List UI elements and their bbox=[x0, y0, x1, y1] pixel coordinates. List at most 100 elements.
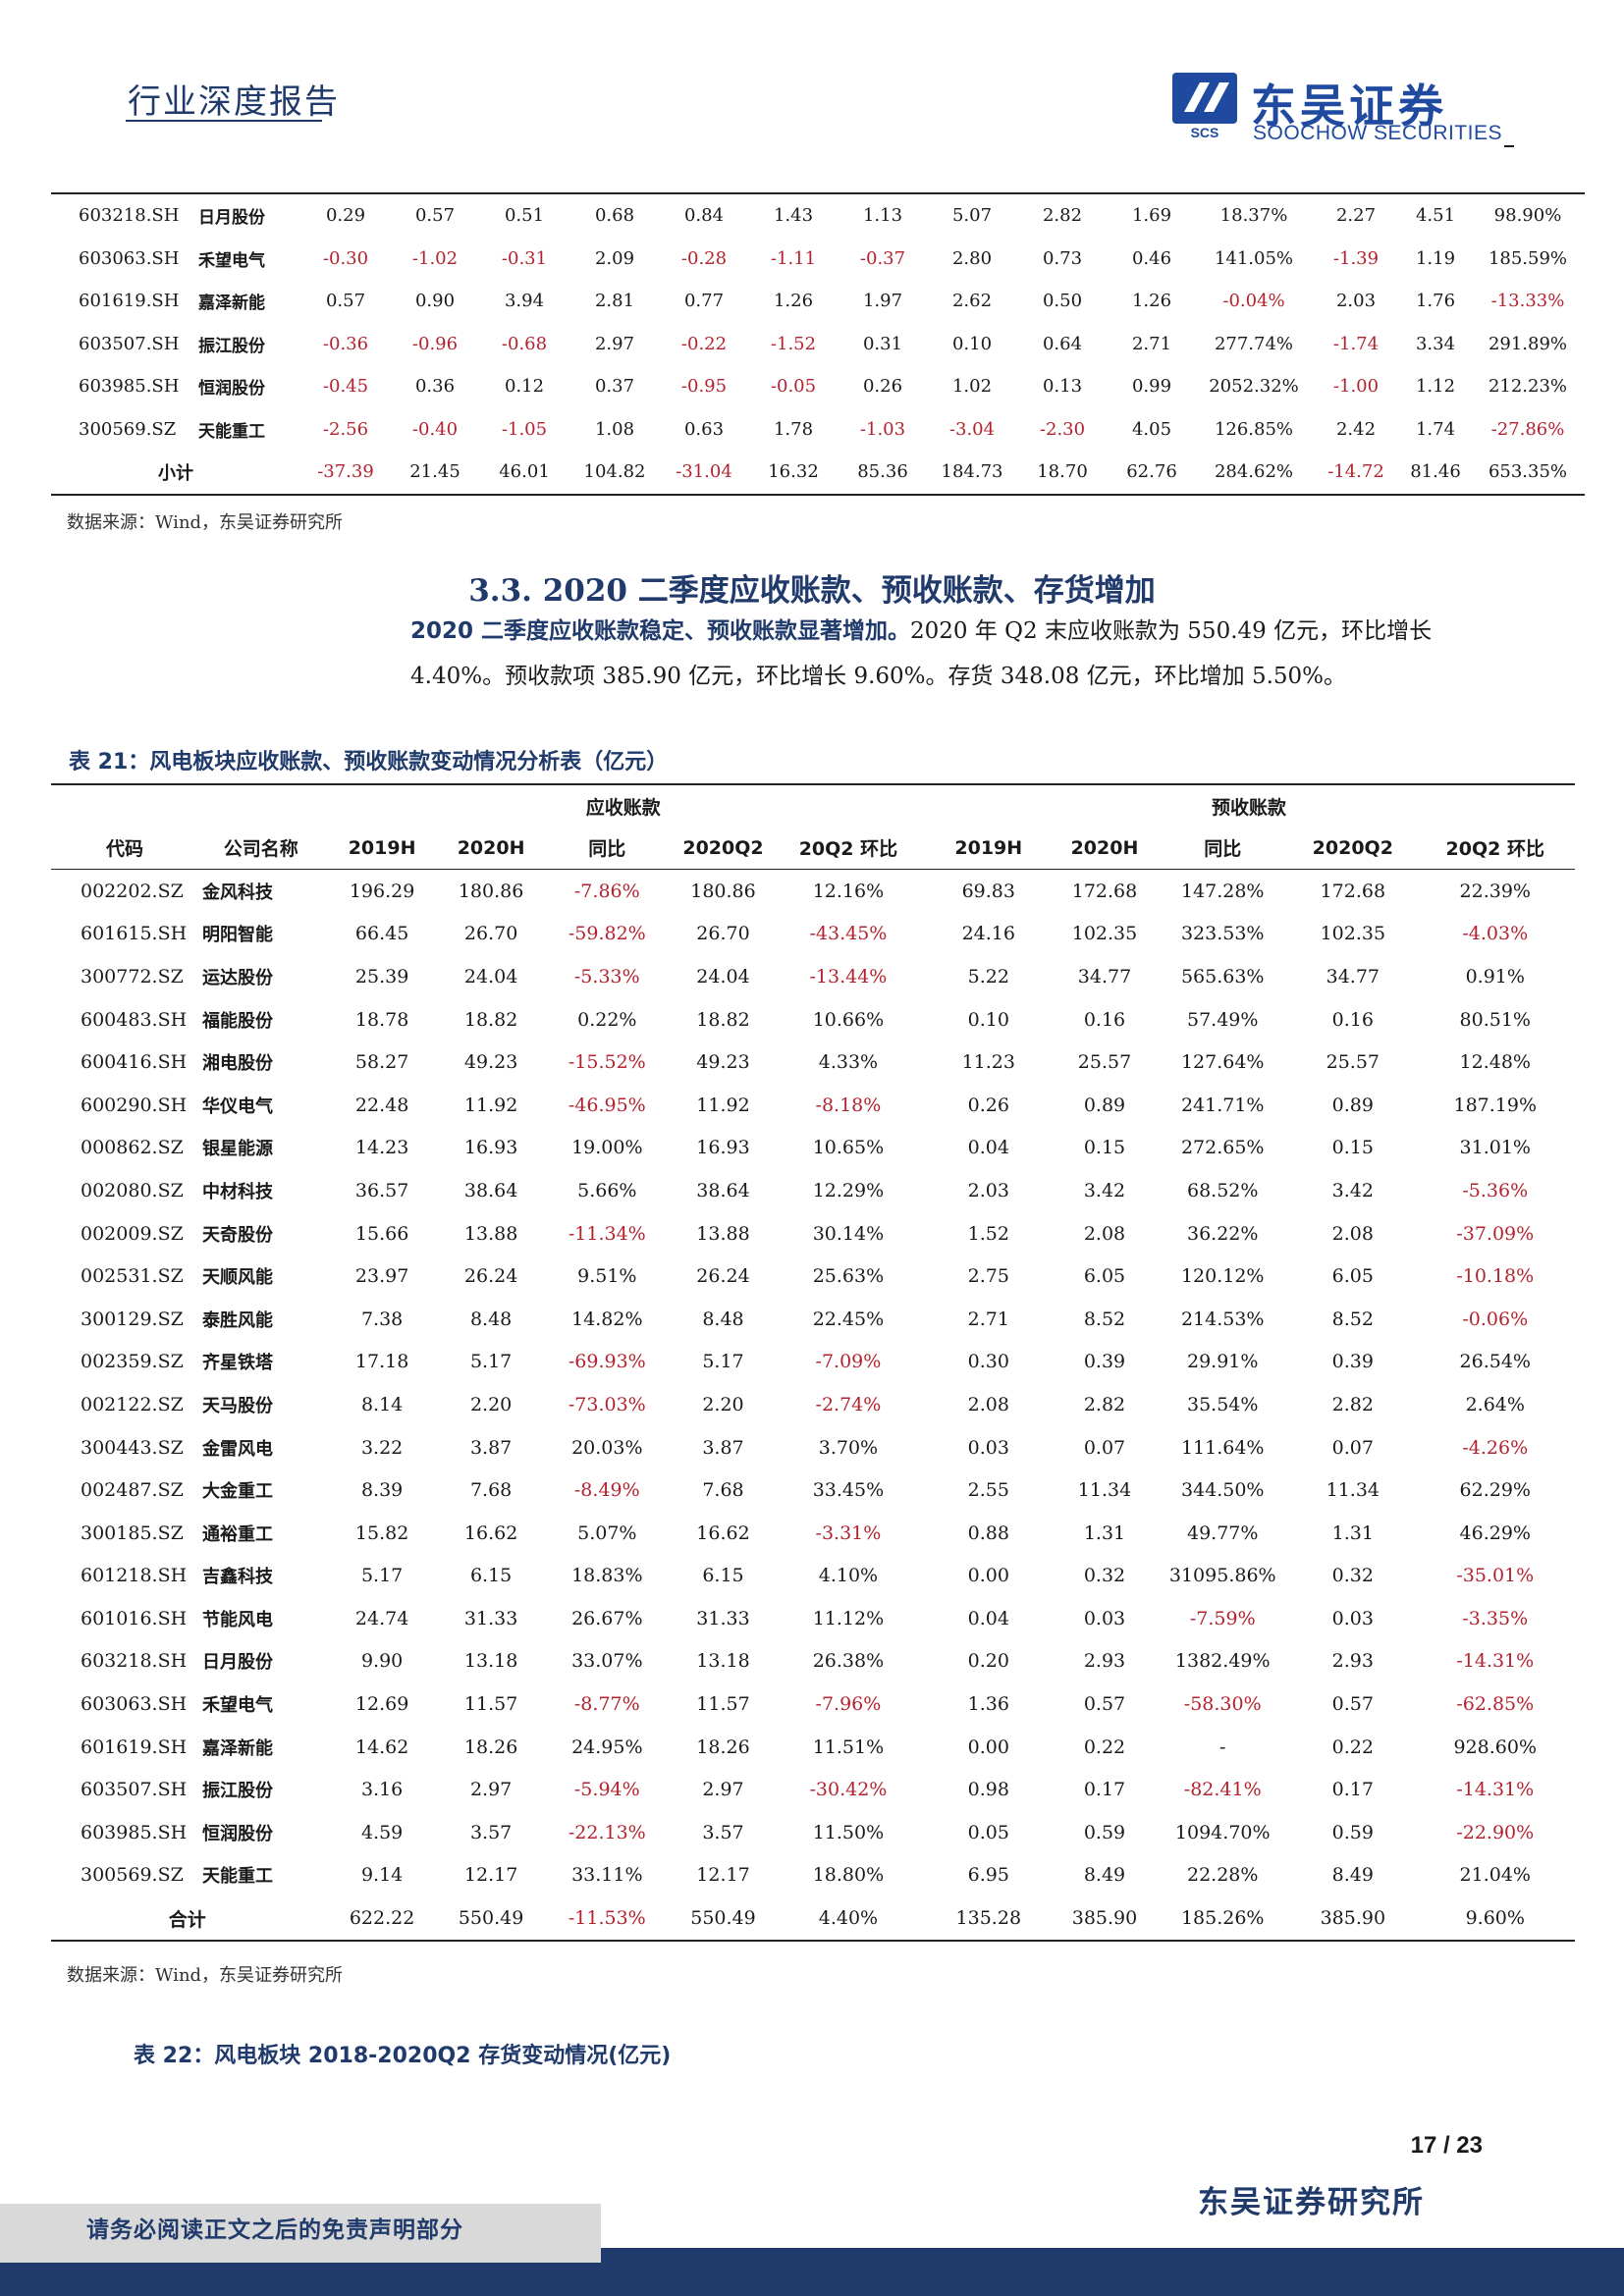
value-cell: 98.90% bbox=[1493, 205, 1562, 227]
table-row: 300569.SZ 天能重工 -2.56 -0.40 -1.05 1.08 0.63 1.78… bbox=[51, 408, 1585, 452]
value-cell: 5.17 bbox=[702, 1351, 744, 1373]
value-cell: 33.45% bbox=[812, 1479, 885, 1502]
value-cell: 8.39 bbox=[360, 1479, 404, 1502]
column-header: 2019H bbox=[922, 827, 1055, 870]
value-cell: 0.89 bbox=[1083, 1094, 1126, 1116]
value-cell: 0.57 bbox=[1331, 1693, 1374, 1716]
table-row: 603985.SH 恒润股份 -0.45 0.36 0.12 0.37 -0.95 -0.05… bbox=[51, 365, 1585, 408]
value-cell: 15.66 bbox=[354, 1222, 409, 1245]
value-cell: 0.39 bbox=[1083, 1351, 1126, 1373]
company-name: 金雷风电 bbox=[202, 1438, 274, 1460]
value-cell: 4.40% bbox=[818, 1907, 879, 1930]
value-cell: 3.34 bbox=[1415, 333, 1456, 354]
value-cell: 0.98 bbox=[967, 1779, 1009, 1801]
value-cell: 38.64 bbox=[696, 1179, 750, 1201]
value-cell: -30.42% bbox=[809, 1779, 888, 1801]
stock-code: 603507.SH bbox=[79, 333, 180, 354]
value-cell: -22.13% bbox=[568, 1821, 646, 1843]
stock-code: 002487.SZ bbox=[81, 1479, 184, 1502]
company-name: 振江股份 bbox=[202, 1781, 274, 1802]
value-cell: 4.59 bbox=[360, 1821, 404, 1843]
value-cell: -0.37 bbox=[859, 247, 906, 269]
company-name: 吉鑫科技 bbox=[202, 1567, 274, 1588]
table-row: 603063.SH 禾望电气 12.69 11.57 -8.77% 11.57 -7.96%… bbox=[51, 1682, 1575, 1726]
value-cell: 8.52 bbox=[1083, 1308, 1126, 1330]
group-spacer bbox=[51, 784, 323, 827]
value-cell: 13.88 bbox=[696, 1222, 750, 1245]
company-name: 天顺风能 bbox=[202, 1267, 274, 1289]
table-row: 002359.SZ 齐星铁塔 17.18 5.17 -69.93% 5.17 -7.09% 0… bbox=[51, 1341, 1575, 1384]
stock-code: 300569.SZ bbox=[81, 1864, 184, 1887]
value-cell: 241.71% bbox=[1180, 1094, 1265, 1116]
value-cell: 2.08 bbox=[1331, 1222, 1374, 1245]
value-cell: 8.49 bbox=[1331, 1864, 1374, 1887]
value-cell: 25.57 bbox=[1326, 1051, 1380, 1074]
value-cell: 14.23 bbox=[354, 1137, 409, 1159]
value-cell: 26.67% bbox=[571, 1607, 643, 1629]
value-cell: -5.33% bbox=[573, 965, 640, 988]
value-cell: 2052.32% bbox=[1209, 376, 1299, 398]
value-cell: -0.40 bbox=[411, 418, 459, 440]
value-cell: -1.03 bbox=[859, 418, 906, 440]
value-cell: 24.95% bbox=[571, 1735, 643, 1758]
value-cell: 0.57 bbox=[325, 291, 366, 312]
value-cell: 2.93 bbox=[1331, 1650, 1374, 1673]
stock-code: 002202.SZ bbox=[81, 880, 184, 902]
company-name: 禾望电气 bbox=[202, 1695, 274, 1717]
value-cell: -0.06% bbox=[1462, 1308, 1529, 1330]
value-cell: -46.95% bbox=[568, 1094, 646, 1116]
company-name: 日月股份 bbox=[198, 208, 265, 229]
value-cell: 3.87 bbox=[469, 1436, 513, 1459]
value-cell: 0.88 bbox=[967, 1522, 1009, 1544]
table-row: 603218.SH 日月股份 9.90 13.18 33.07% 13.18 26.38% 0… bbox=[51, 1640, 1575, 1683]
value-cell: 9.14 bbox=[360, 1864, 404, 1887]
value-cell: -0.36 bbox=[322, 333, 369, 354]
table-row: 002080.SZ 中材科技 36.57 38.64 5.66% 38.64 12.29% 2… bbox=[51, 1169, 1575, 1212]
value-cell: 24.74 bbox=[354, 1607, 409, 1629]
value-cell: 1.97 bbox=[862, 291, 903, 312]
value-cell: 127.64% bbox=[1180, 1051, 1265, 1074]
value-cell: -11.34% bbox=[568, 1222, 646, 1245]
value-cell: 1.52 bbox=[967, 1222, 1009, 1245]
column-header: 2020H bbox=[440, 827, 542, 870]
column-header: 2019H bbox=[323, 827, 441, 870]
value-cell: 11.34 bbox=[1077, 1479, 1132, 1502]
column-header: 代码 bbox=[51, 827, 199, 870]
value-cell: 5.17 bbox=[360, 1565, 404, 1587]
value-cell: -62.85% bbox=[1456, 1693, 1535, 1716]
table-row: 603063.SH 禾望电气 -0.30 -1.02 -0.31 2.09 -0.28 -1.… bbox=[51, 238, 1585, 281]
column-header: 同比 bbox=[1155, 827, 1291, 870]
value-cell: 0.22 bbox=[1083, 1735, 1126, 1758]
value-cell: 2.03 bbox=[967, 1179, 1009, 1201]
value-cell: 5.17 bbox=[469, 1351, 513, 1373]
table-row: 601615.SH 明阳智能 66.45 26.70 -59.82% 26.70 -43.4… bbox=[51, 913, 1575, 956]
stock-code: 601615.SH bbox=[81, 923, 188, 945]
value-cell: -1.39 bbox=[1332, 247, 1380, 269]
value-cell: 25.57 bbox=[1077, 1051, 1132, 1074]
value-cell: 272.65% bbox=[1180, 1137, 1265, 1159]
company-name: 嘉泽新能 bbox=[202, 1737, 274, 1759]
table-row: 002487.SZ 大金重工 8.39 7.68 -8.49% 7.68 33.45% 2.5… bbox=[51, 1468, 1575, 1512]
value-cell: 12.16% bbox=[812, 880, 885, 902]
value-cell: -3.31% bbox=[815, 1522, 882, 1544]
value-cell: 0.68 bbox=[594, 205, 635, 227]
value-cell: 2.09 bbox=[594, 247, 635, 269]
value-cell: -10.18% bbox=[1456, 1265, 1535, 1288]
value-cell: 57.49% bbox=[1187, 1008, 1259, 1031]
value-cell: -2.74% bbox=[815, 1393, 882, 1415]
value-cell: 18.26 bbox=[463, 1735, 518, 1758]
value-cell: -0.30 bbox=[322, 247, 369, 269]
value-cell: 62.76 bbox=[1126, 461, 1177, 483]
value-cell: 0.90 bbox=[414, 291, 456, 312]
value-cell: 11.23 bbox=[961, 1051, 1015, 1074]
table-row: 603507.SH 振江股份 3.16 2.97 -5.94% 2.97 -30.42% 0.… bbox=[51, 1768, 1575, 1811]
value-cell: 2.97 bbox=[594, 333, 635, 354]
value-cell: 196.29 bbox=[349, 880, 415, 902]
value-cell: -82.41% bbox=[1183, 1779, 1262, 1801]
value-cell: 22.48 bbox=[354, 1094, 409, 1116]
value-cell: 0.59 bbox=[1331, 1821, 1374, 1843]
value-cell: 49.23 bbox=[463, 1051, 518, 1074]
value-cell: 2.42 bbox=[1335, 418, 1377, 440]
value-cell: 0.16 bbox=[1083, 1008, 1126, 1031]
value-cell: 6.05 bbox=[1331, 1265, 1374, 1288]
